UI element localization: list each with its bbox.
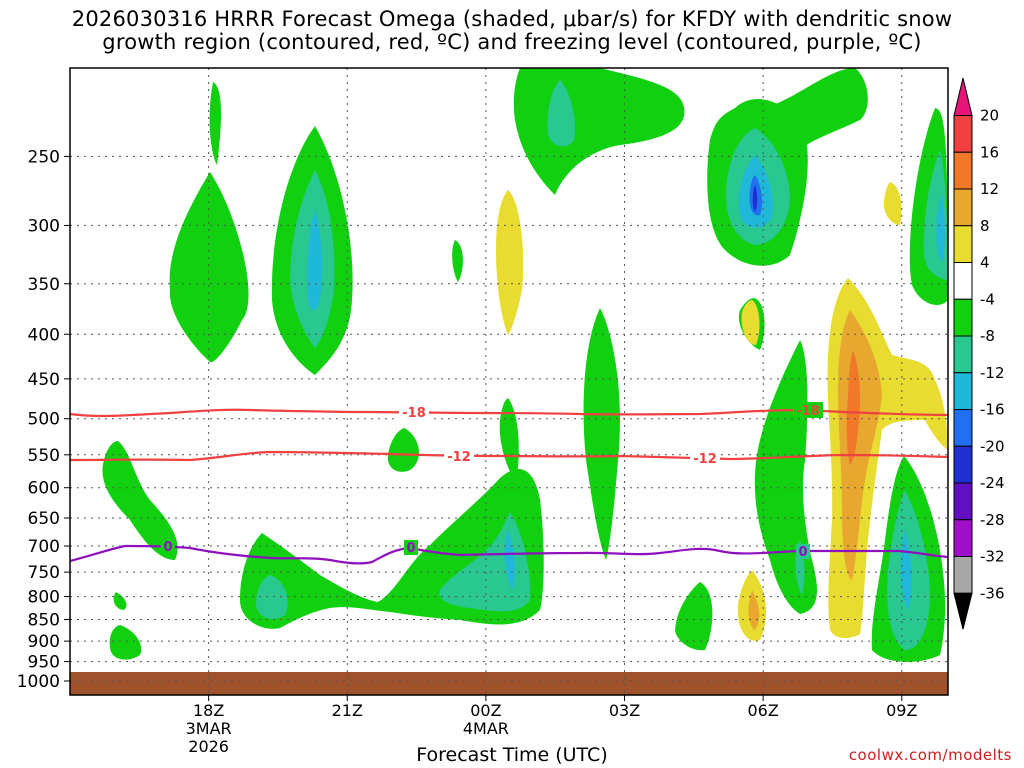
- chart-title-line2: growth region (contoured, red, ºC) and f…: [102, 30, 922, 54]
- y-tick-label-800: 800: [28, 588, 60, 608]
- x-tick-label-00Z: 00Z: [470, 701, 501, 720]
- y-tick-label-700: 700: [28, 537, 60, 557]
- colorbar: 20 16 12 8 4 -4 -8 -12 -16 -20 -24 -28 -32 -36: [953, 77, 1005, 630]
- y-axis: 2503003504004505005506006507007508008509…: [17, 147, 70, 692]
- y-tick-label-400: 400: [28, 325, 60, 345]
- x-tick-date-00Z: 4MAR: [463, 719, 509, 738]
- chart-title: 2026030316 HRRR Forecast Omega (shaded, …: [0, 8, 1024, 54]
- colorbar-swatch-3: [953, 225, 973, 263]
- y-tick-label-300: 300: [28, 216, 60, 236]
- y-tick-label-750: 750: [28, 563, 60, 583]
- y-tick-label-500: 500: [28, 410, 60, 430]
- colorbar-swatch-4: [953, 262, 973, 300]
- colorbar-swatch-10: [953, 482, 973, 521]
- contour-labels: -18 -18 -12 -12 0 0 0: [161, 402, 823, 560]
- ground-surface: [70, 672, 948, 695]
- x-tick-label-06Z: 06Z: [747, 701, 778, 720]
- x-tick-date-18Z: 3MAR: [186, 719, 232, 738]
- x-tick-label-09Z: 09Z: [886, 701, 917, 720]
- y-tick-label-600: 600: [28, 479, 60, 499]
- y-tick-label-250: 250: [28, 147, 60, 167]
- colorbar-label-16: 16: [980, 143, 999, 161]
- y-tick-label-950: 950: [28, 653, 60, 673]
- x-axis-title: Forecast Time (UTC): [416, 744, 608, 766]
- x-tick-year-18Z: 2026: [188, 737, 229, 756]
- chart-title-line1: 2026030316 HRRR Forecast Omega (shaded, …: [71, 7, 953, 31]
- y-tick-label-350: 350: [28, 275, 60, 295]
- colorbar-swatch-11: [953, 519, 973, 557]
- omega-band-plus12: [846, 350, 861, 465]
- colorbar-arrow-top: [953, 77, 973, 116]
- y-tick-label-850: 850: [28, 611, 60, 631]
- colorbar-swatch-8: [953, 409, 973, 447]
- credit-link[interactable]: coolwx.com/modelts: [848, 746, 1012, 764]
- x-tick-label-03Z: 03Z: [609, 701, 640, 720]
- colorbar-label--16: -16: [980, 401, 1005, 419]
- colorbar-label--24: -24: [980, 474, 1005, 492]
- colorbar-label--32: -32: [980, 548, 1005, 566]
- colorbar-swatch-2: [953, 188, 973, 227]
- omega-band-minus20: [752, 185, 758, 212]
- colorbar-label--20: -20: [980, 437, 1005, 455]
- contour-label-minus18-a: -18: [402, 406, 426, 421]
- plot-frame: [69, 67, 949, 696]
- colorbar-arrow-bottom: [953, 592, 973, 630]
- x-tick-label-18Z: 18Z: [193, 701, 224, 720]
- contour-label-zero-a: 0: [163, 540, 172, 555]
- colorbar-swatch-0: [953, 115, 973, 153]
- contour-label-minus12-a: -12: [447, 450, 471, 465]
- contour-line-minus12: [70, 450, 948, 462]
- colorbar-label--28: -28: [980, 511, 1005, 529]
- colorbar-swatch-1: [953, 151, 973, 190]
- contour-label-zero-c: 0: [798, 545, 807, 560]
- colorbar-label--8: -8: [980, 327, 995, 345]
- x-tick-label-21Z: 21Z: [332, 701, 363, 720]
- y-tick-label-1000: 1000: [17, 672, 60, 692]
- colorbar-label-8: 8: [980, 217, 990, 235]
- contour-label-zero-b: 0: [406, 541, 415, 556]
- colorbar-label-20: 20: [980, 107, 999, 125]
- colorbar-label-12: 12: [980, 180, 999, 198]
- colorbar-swatch-9: [953, 445, 973, 484]
- y-tick-label-650: 650: [28, 509, 60, 529]
- colorbar-swatch-7: [953, 372, 973, 410]
- colorbar-swatch-12: [953, 556, 973, 594]
- colorbar-swatch-5: [953, 298, 973, 337]
- y-tick-label-900: 900: [28, 632, 60, 652]
- colorbar-swatch-6: [953, 335, 973, 374]
- colorbar-label--12: -12: [980, 364, 1005, 382]
- colorbar-label-4: 4: [980, 254, 990, 272]
- contour-line-minus18: [70, 408, 948, 418]
- colorbar-label--4: -4: [980, 290, 995, 308]
- y-tick-label-450: 450: [28, 370, 60, 390]
- omega-shading: [102, 68, 948, 662]
- contour-label-minus18-b: -18: [796, 404, 820, 419]
- colorbar-label--36: -36: [980, 584, 1005, 602]
- y-tick-label-550: 550: [28, 446, 60, 466]
- contour-label-minus12-b: -12: [693, 452, 717, 467]
